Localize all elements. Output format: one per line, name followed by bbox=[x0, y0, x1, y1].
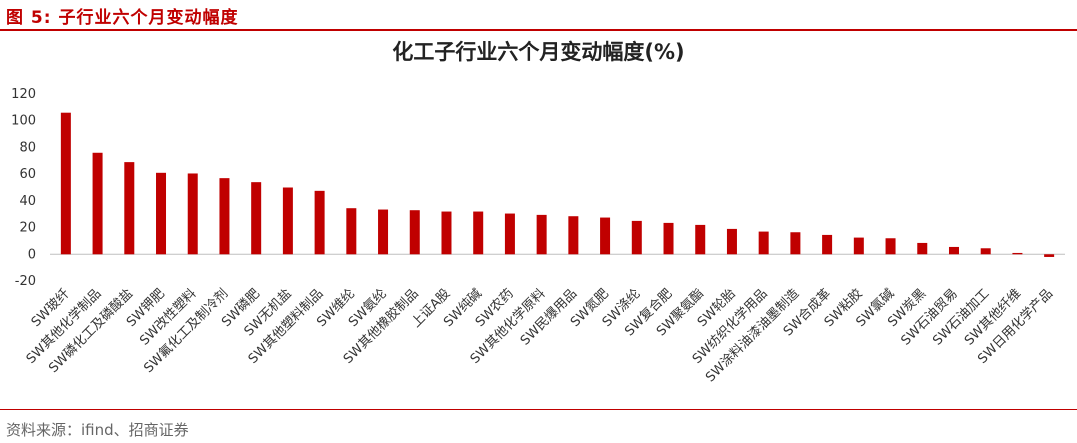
header-rule bbox=[0, 29, 1077, 31]
source-note: 资料来源：ifind、招商证券 bbox=[6, 421, 189, 439]
bar bbox=[219, 178, 230, 255]
bar bbox=[251, 182, 262, 255]
bar bbox=[980, 248, 991, 255]
bar bbox=[790, 232, 801, 255]
bar bbox=[409, 210, 420, 255]
y-tick-label: 80 bbox=[19, 140, 36, 155]
bar bbox=[187, 173, 198, 255]
y-tick-label: 100 bbox=[11, 114, 36, 129]
y-tick-label: 0 bbox=[28, 247, 36, 262]
bar bbox=[568, 216, 579, 255]
bar bbox=[156, 172, 167, 255]
y-tick-label: 120 bbox=[11, 87, 36, 102]
y-tick-label: 20 bbox=[19, 221, 36, 236]
figure-label: 图 5: 子行业六个月变动幅度 bbox=[6, 8, 239, 28]
bar bbox=[346, 208, 357, 255]
footer-rule bbox=[0, 409, 1077, 410]
y-tick-label: 60 bbox=[19, 167, 36, 182]
chart-title: 化工子行业六个月变动幅度(%) bbox=[392, 40, 685, 64]
bar bbox=[822, 234, 833, 255]
bar-chart: -20020406080100120SW玻纤SW其他化学制品SW磷化工及磷酸盐S… bbox=[11, 87, 1065, 385]
bar bbox=[726, 228, 737, 255]
bar bbox=[473, 211, 484, 255]
bar bbox=[695, 224, 706, 255]
bar bbox=[917, 242, 928, 255]
bar bbox=[441, 211, 452, 255]
bar bbox=[378, 209, 389, 255]
bar bbox=[504, 213, 515, 255]
bar bbox=[124, 162, 135, 255]
bar bbox=[314, 190, 325, 255]
y-tick-label: -20 bbox=[15, 274, 36, 289]
bar bbox=[600, 217, 611, 255]
bar bbox=[1044, 254, 1055, 257]
bar bbox=[282, 187, 293, 255]
bar bbox=[60, 112, 71, 255]
bar bbox=[536, 214, 547, 255]
bar bbox=[853, 237, 864, 255]
bar bbox=[663, 222, 674, 255]
bar bbox=[1012, 252, 1023, 255]
figure-header: 图 5: 子行业六个月变动幅度 bbox=[0, 0, 1077, 31]
bar bbox=[948, 246, 959, 255]
bar bbox=[758, 231, 769, 255]
bar bbox=[92, 152, 103, 255]
bar bbox=[631, 220, 642, 255]
bar bbox=[885, 238, 896, 255]
y-tick-label: 40 bbox=[19, 194, 36, 209]
